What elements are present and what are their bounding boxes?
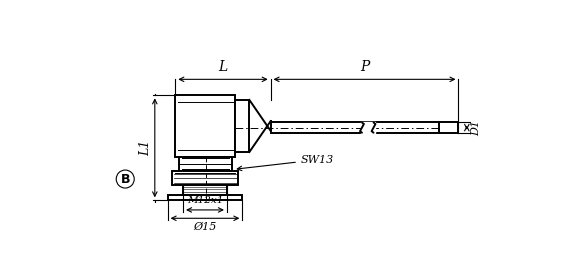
Text: M12x1: M12x1 xyxy=(187,196,223,205)
Bar xyxy=(235,100,249,152)
Text: D1: D1 xyxy=(471,120,481,135)
Text: B: B xyxy=(120,172,130,185)
Text: L: L xyxy=(218,60,228,74)
Text: Ø15: Ø15 xyxy=(193,221,217,232)
Bar xyxy=(175,95,235,156)
Bar xyxy=(183,185,227,195)
Text: L1: L1 xyxy=(139,140,152,156)
Text: P: P xyxy=(360,60,369,74)
Bar xyxy=(168,195,242,200)
Text: SW13: SW13 xyxy=(237,155,334,171)
Bar xyxy=(179,156,232,171)
Bar xyxy=(172,171,239,185)
